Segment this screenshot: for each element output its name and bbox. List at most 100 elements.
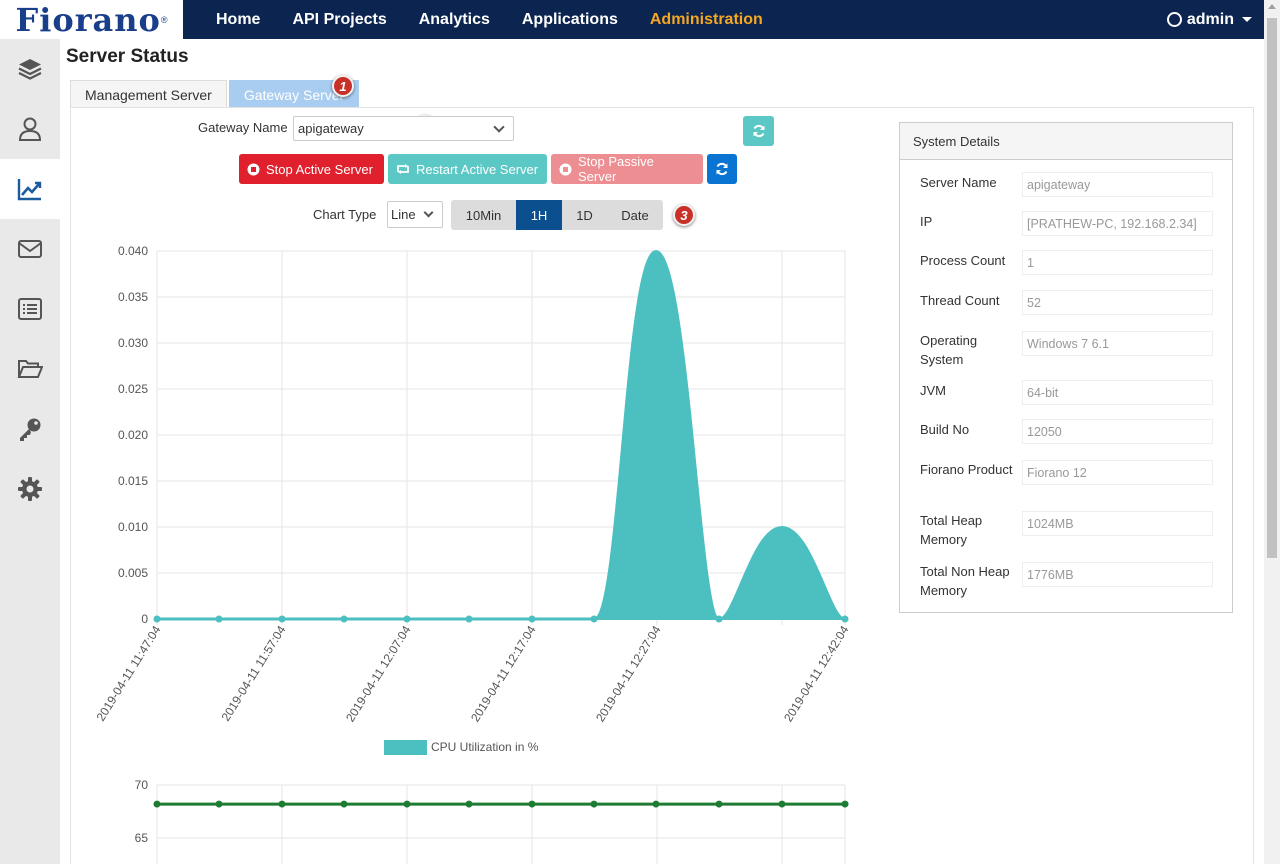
gateway-name-value: apigateway <box>298 121 364 136</box>
refresh-icon <box>716 162 728 176</box>
sidebar <box>0 39 60 864</box>
time-range-group: 10Min 1H 1D Date <box>451 200 663 230</box>
system-detail-value-field: 1776MB <box>1022 562 1213 587</box>
stop-passive-server-label: Stop Passive Server <box>578 154 654 184</box>
user-menu[interactable]: admin <box>1166 0 1252 39</box>
server-tabs: Management Server Gateway Server <box>70 80 361 108</box>
x-tick-label: 2019-04-11 12:27:04 <box>593 623 664 724</box>
system-detail-value-field: apigateway <box>1022 172 1213 197</box>
system-detail-key: Build No <box>920 422 970 437</box>
sidebar-item-users[interactable] <box>0 99 60 159</box>
x-tick-label: 2019-04-11 11:47:04 <box>94 623 164 724</box>
y-tick-label: 0.005 <box>118 566 148 580</box>
system-detail-value-field: Fiorano 12 <box>1022 460 1213 485</box>
system-detail-value-field: 1 <box>1022 250 1213 275</box>
range-1h-button[interactable]: 1H <box>516 200 562 230</box>
fiorano-logo[interactable]: Fiorano ® <box>0 0 183 39</box>
scrollbar-thumb[interactable] <box>1267 18 1277 558</box>
y-tick-label: 0.015 <box>118 474 148 488</box>
refresh-icon <box>753 124 764 138</box>
gateway-name-select[interactable]: apigateway <box>293 116 514 141</box>
y-tick-label: 0.030 <box>118 336 148 350</box>
sidebar-item-analytics[interactable] <box>0 159 60 219</box>
memory-data-point <box>215 800 223 808</box>
stop-active-server-label: Stop Active Server <box>266 161 373 177</box>
tab-management-server[interactable]: Management Server <box>70 80 227 108</box>
y-tick-label: 70 <box>135 778 149 792</box>
cpu-data-point <box>215 615 223 623</box>
y-tick-label: 0 <box>141 612 148 626</box>
nav-api-projects[interactable]: API Projects <box>292 10 387 28</box>
cpu-data-point <box>715 615 723 623</box>
folder-open-icon <box>17 360 43 378</box>
system-detail-value-field: 52 <box>1022 290 1213 315</box>
system-detail-key: Operating System <box>920 333 978 367</box>
nav-home[interactable]: Home <box>216 10 261 28</box>
x-tick-label: 2019-04-11 12:42:04 <box>781 623 852 724</box>
user-circle-icon <box>1166 12 1182 27</box>
range-10min-button[interactable]: 10Min <box>451 200 516 230</box>
callout-badge-1: 1 <box>332 75 354 97</box>
scroll-up-icon[interactable] <box>1268 4 1276 9</box>
cpu-data-point <box>841 615 849 623</box>
cpu-data-point <box>528 615 536 623</box>
y-tick-label: 65 <box>135 831 149 845</box>
logo-text: Fiorano <box>15 0 161 39</box>
x-tick-label: 2019-04-11 12:07:04 <box>343 623 414 724</box>
system-detail-key: Fiorano Product <box>920 462 1013 477</box>
cpu-data-point <box>278 615 286 623</box>
y-tick-label: 0.010 <box>118 520 148 534</box>
page-scrollbar[interactable] <box>1264 0 1280 864</box>
nav-analytics[interactable]: Analytics <box>418 10 490 28</box>
y-tick-label: 0.035 <box>118 290 148 304</box>
refresh-servers-button[interactable] <box>707 154 737 184</box>
sidebar-item-keys[interactable] <box>0 399 60 459</box>
sidebar-item-settings[interactable] <box>0 459 60 519</box>
system-detail-key: Process Count <box>920 253 1006 268</box>
range-1d-button[interactable]: 1D <box>562 200 607 230</box>
chart-type-select[interactable]: Line <box>387 201 443 228</box>
system-detail-key: Server Name <box>920 175 997 190</box>
sidebar-item-list[interactable] <box>0 279 60 339</box>
caret-down-icon <box>1242 17 1252 22</box>
system-detail-key: Total Heap Memory <box>920 513 983 547</box>
layers-icon <box>18 59 42 80</box>
nav-applications[interactable]: Applications <box>521 10 618 28</box>
nav-administration[interactable]: Administration <box>649 10 763 28</box>
memory-data-point <box>528 800 536 808</box>
cpu-area <box>157 249 846 621</box>
restart-active-server-button[interactable]: Restart Active Server <box>388 154 547 184</box>
user-icon <box>18 117 42 141</box>
main-nav: Home API Projects Analytics Applications… <box>200 0 779 39</box>
top-navbar: Fiorano ® Home API Projects Analytics App… <box>0 0 1264 39</box>
retweet-icon <box>396 163 410 175</box>
tab-panel <box>70 107 1254 864</box>
stop-passive-server-button[interactable]: Stop Passive Server <box>551 154 703 184</box>
sidebar-item-files[interactable] <box>0 339 60 399</box>
user-name: admin <box>1186 10 1234 28</box>
system-detail-key: Total Non Heap Memory <box>920 564 1010 598</box>
legend-swatch-cpu[interactable] <box>384 740 427 755</box>
callout-badge-3: 3 <box>673 204 695 226</box>
chart-type-label: Chart Type <box>313 207 377 222</box>
system-details-title: System Details <box>900 123 1232 160</box>
system-detail-key: IP <box>920 214 933 229</box>
sidebar-item-messages[interactable] <box>0 219 60 279</box>
gear-icon <box>18 477 42 501</box>
refresh-gateway-button[interactable] <box>743 116 774 146</box>
y-tick-label: 0.040 <box>118 244 148 258</box>
system-detail-value-field: Windows 7 6.1 <box>1022 331 1213 356</box>
y-tick-label: 0.020 <box>118 428 148 442</box>
page-title: Server Status <box>66 46 189 67</box>
memory-data-point <box>715 800 723 808</box>
sidebar-item-layers[interactable] <box>0 39 60 99</box>
memory-data-point <box>778 800 786 808</box>
cpu-data-point <box>590 615 598 623</box>
system-detail-key: JVM <box>920 383 946 398</box>
memory-data-point <box>652 800 660 808</box>
envelope-icon <box>18 240 42 258</box>
cpu-data-point <box>403 615 411 623</box>
stop-active-server-button[interactable]: Stop Active Server <box>239 154 384 184</box>
range-date-button[interactable]: Date <box>607 200 663 230</box>
y-tick-label: 0.025 <box>118 382 148 396</box>
